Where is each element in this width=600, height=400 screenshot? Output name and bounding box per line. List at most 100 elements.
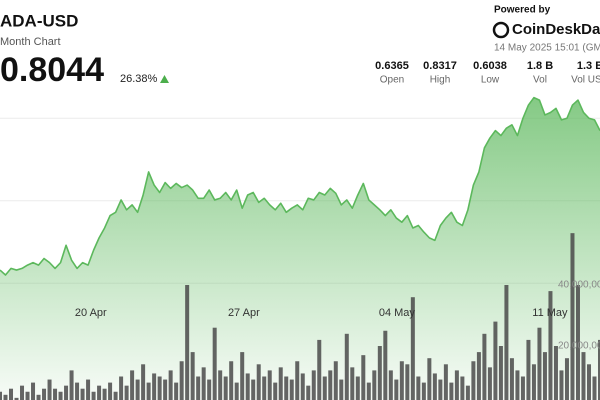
stat-value: 0.6365 xyxy=(375,60,409,72)
stat-value: 0.6038 xyxy=(473,60,507,72)
volume-bar xyxy=(278,367,283,400)
volume-bar xyxy=(476,352,481,400)
stat-label: Open xyxy=(380,75,404,86)
volume-bar xyxy=(399,361,404,400)
stat-value: 1.8 B xyxy=(527,60,553,72)
volume-bar xyxy=(20,385,25,400)
volume-bar xyxy=(394,379,399,400)
stat-value: 0.8317 xyxy=(423,60,457,72)
stat-label: Low xyxy=(481,75,500,86)
change-percent: 26.38% xyxy=(120,73,158,85)
volume-bar xyxy=(185,285,190,400)
powered-by: Powered by xyxy=(494,5,551,16)
volume-bar xyxy=(598,339,600,400)
volume-bar xyxy=(427,358,432,400)
volume-bar xyxy=(64,385,69,400)
volume-bar xyxy=(163,379,168,400)
volume-tick-label: 40,000,000 xyxy=(558,280,600,291)
volume-bar xyxy=(438,379,443,400)
volume-bar xyxy=(97,385,102,400)
volume-bar xyxy=(0,391,2,400)
volume-bar xyxy=(592,376,597,400)
volume-bar xyxy=(174,382,179,400)
volume-bar xyxy=(14,397,19,400)
volume-bar xyxy=(75,382,80,400)
volume-bar xyxy=(449,382,454,400)
volume-bar xyxy=(36,394,41,400)
volume-bar xyxy=(179,361,184,400)
x-tick-label: 27 Apr xyxy=(228,307,260,319)
volume-bar xyxy=(366,382,371,400)
x-tick-label: 20 Apr xyxy=(75,307,107,319)
volume-bar xyxy=(317,339,322,400)
volume-bar xyxy=(372,370,377,400)
volume-bar xyxy=(564,358,569,400)
volume-bar xyxy=(432,373,437,400)
volume-bar xyxy=(344,333,349,400)
volume-bar xyxy=(410,297,415,400)
volume-bar xyxy=(91,391,96,400)
volume-bar xyxy=(31,382,36,400)
x-tick-label: 04 May xyxy=(379,307,416,319)
volume-bar xyxy=(146,382,151,400)
volume-bar xyxy=(152,373,157,400)
volume-bar xyxy=(570,233,575,400)
stat-label: Vol USD xyxy=(571,75,600,86)
volume-bar xyxy=(300,373,305,400)
volume-bar xyxy=(350,367,355,400)
volume-bar xyxy=(135,379,140,400)
volume-bar xyxy=(482,333,487,400)
volume-bar xyxy=(311,370,316,400)
volume-bar xyxy=(25,391,30,400)
plot-area: 20,000,000 40,000,000 20 Apr 27 Apr 04 May 11… xyxy=(0,96,600,400)
volume-tick-label: 20,000,000 xyxy=(558,341,600,352)
brand-logo xyxy=(492,21,510,39)
volume-bar xyxy=(328,370,333,400)
volume-bar xyxy=(113,391,118,400)
volume-bar xyxy=(53,388,58,400)
volume-bar xyxy=(3,394,8,400)
volume-bar xyxy=(361,355,366,400)
volume-bar xyxy=(240,352,245,400)
volume-bar xyxy=(471,361,476,400)
volume-bar xyxy=(284,376,289,400)
volume-bar xyxy=(493,321,498,400)
volume-bar xyxy=(548,291,553,400)
volume-bar xyxy=(245,373,250,400)
volume-bar xyxy=(130,370,135,400)
volume-bar xyxy=(157,376,162,400)
volume-bar xyxy=(229,361,234,400)
volume-bar xyxy=(196,376,201,400)
volume-bar xyxy=(383,330,388,400)
volume-bar xyxy=(306,385,311,400)
current-price: 0.8044 xyxy=(0,51,104,89)
x-tick-label: 11 May xyxy=(532,307,568,319)
stat-label: High xyxy=(430,75,451,86)
up-arrow xyxy=(160,75,169,83)
volume-bar xyxy=(504,285,509,400)
volume-bar xyxy=(168,370,173,400)
volume-bar xyxy=(218,370,223,400)
brand-name: CoinDeskData xyxy=(512,21,600,38)
volume-bar xyxy=(322,376,327,400)
volume-bar xyxy=(405,364,410,400)
volume-bar xyxy=(487,367,492,400)
stat-label: Vol xyxy=(533,75,547,86)
volume-bar xyxy=(141,364,146,400)
volume-bar xyxy=(80,388,85,400)
volume-bar xyxy=(454,370,459,400)
chart-subtitle: Month Chart xyxy=(0,36,61,48)
volume-bar xyxy=(69,370,74,400)
volume-bar xyxy=(498,346,503,400)
volume-bar xyxy=(388,370,393,400)
volume-bar xyxy=(377,346,382,400)
volume-bar xyxy=(421,382,426,400)
volume-bar xyxy=(465,385,470,400)
volume-bar xyxy=(108,382,113,400)
volume-bar xyxy=(124,385,129,400)
volume-bar xyxy=(355,376,360,400)
volume-bar xyxy=(207,379,212,400)
volume-bar xyxy=(531,364,536,400)
